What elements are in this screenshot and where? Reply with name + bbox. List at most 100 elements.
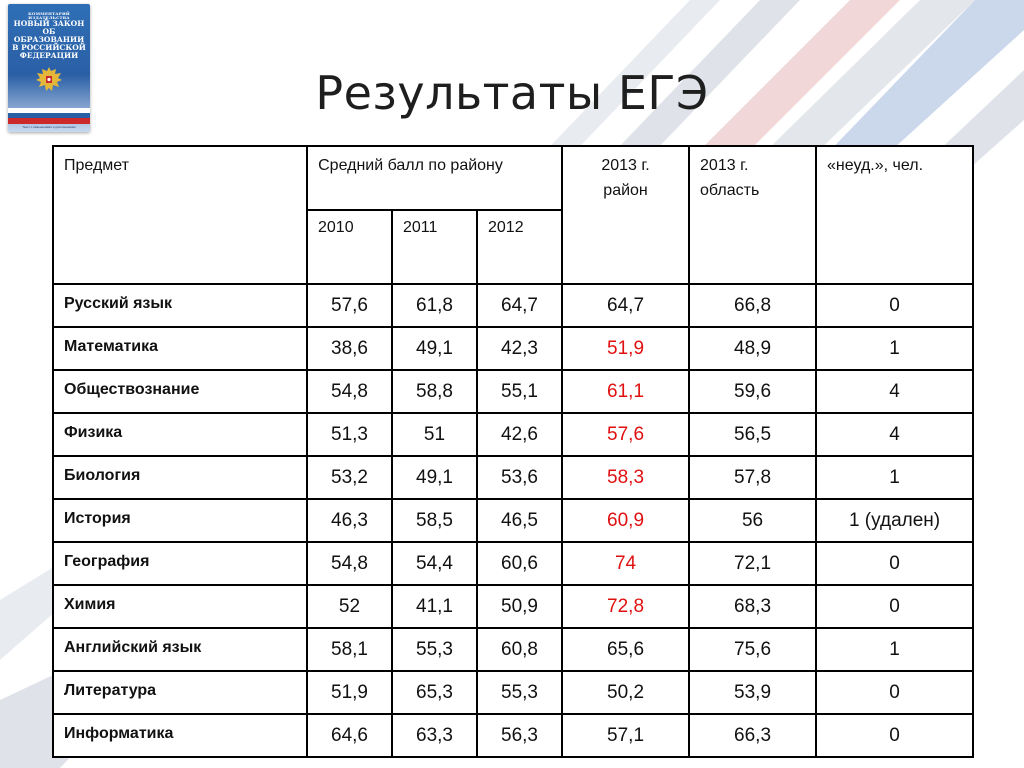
cell-subject: Русский язык [52, 283, 308, 328]
table-row: История 46,3 58,5 46,5 60,9 56 1 (удален) [52, 498, 975, 543]
law-book-cover-image: КОММЕНТАРИЙ ИЗДАТЕЛЬСТВА НОВЫЙ ЗАКОН ОБ … [8, 4, 90, 132]
page-title: Результаты ЕГЭ [315, 66, 709, 120]
cell-2012: 53,6 [475, 455, 564, 500]
table-row: Обществознание 54,8 58,8 55,1 61,1 59,6 4 [52, 369, 975, 414]
cell-failed: 0 [815, 283, 975, 328]
cell-2012: 60,8 [475, 627, 564, 672]
cell-2011: 63,3 [391, 713, 478, 758]
book-title-line: ФЕДЕРАЦИИ [19, 50, 79, 60]
cell-2010: 54,8 [306, 369, 393, 414]
header-avg-score: Средний балл по району [305, 145, 564, 211]
header-region-2013: 2013 г. область [688, 145, 818, 285]
header-year-2010: 2010 [306, 209, 393, 285]
book-flag-stripe-red [8, 118, 90, 124]
table-row: Английский язык 58,1 55,3 60,8 65,6 75,6 1 [52, 627, 975, 672]
exam-results-table: Предмет Средний балл по району 2013 г. р… [52, 145, 975, 758]
cell-district-2013: 50,2 [561, 670, 691, 715]
table-row: Физика 51,3 51 42,6 57,6 56,5 4 [52, 412, 975, 457]
table-row: Литература 51,9 65,3 55,3 50,2 53,9 0 [52, 670, 975, 715]
cell-failed: 0 [815, 670, 975, 715]
cell-region-2013: 75,6 [688, 627, 818, 672]
cell-failed: 0 [815, 541, 975, 586]
cell-2012: 42,6 [475, 412, 564, 457]
cell-failed: 4 [815, 412, 975, 457]
header-region-2013-label: 2013 г. область [700, 157, 760, 199]
cell-district-2013: 57,1 [561, 713, 691, 758]
cell-2012: 64,7 [475, 283, 564, 328]
table-row: Русский язык 57,6 61,8 64,7 64,7 66,8 0 [52, 283, 975, 328]
table-row: Математика 38,6 49,1 42,3 51,9 48,9 1 [52, 326, 975, 371]
header-subject: Предмет [52, 145, 308, 285]
header-district-2013: 2013 г. район [561, 145, 691, 285]
cell-2011: 49,1 [391, 455, 478, 500]
header-year-2011: 2011 [391, 209, 478, 285]
header-avg-score-label: Средний балл по району [318, 157, 503, 174]
cell-subject: Физика [52, 412, 308, 457]
cell-subject: Биология [52, 455, 308, 500]
cell-2010: 52 [306, 584, 393, 629]
header-year-2012: 2012 [475, 209, 564, 285]
cell-subject: Математика [52, 326, 308, 371]
cell-district-2013: 58,3 [561, 455, 691, 500]
cell-failed: 0 [815, 713, 975, 758]
book-top-text: КОММЕНТАРИЙ ИЗДАТЕЛЬСТВА [28, 11, 70, 21]
book-title-line: ОБ ОБРАЗОВАНИИ [13, 26, 85, 44]
cell-2011: 49,1 [391, 326, 478, 371]
table-row: Биология 53,2 49,1 53,6 58,3 57,8 1 [52, 455, 975, 500]
cell-region-2013: 66,3 [688, 713, 818, 758]
cell-district-2013: 51,9 [561, 326, 691, 371]
book-title-line: В РОССИЙСКОЙ [12, 42, 86, 52]
cell-2010: 46,3 [306, 498, 393, 543]
cell-region-2013: 59,6 [688, 369, 818, 414]
cell-2012: 42,3 [475, 326, 564, 371]
cell-failed: 0 [815, 584, 975, 629]
cell-2010: 51,3 [306, 412, 393, 457]
cell-2010: 51,9 [306, 670, 393, 715]
cell-2011: 65,3 [391, 670, 478, 715]
table-header: Предмет Средний балл по району 2013 г. р… [52, 145, 975, 285]
cell-region-2013: 56,5 [688, 412, 818, 457]
cell-2010: 58,1 [306, 627, 393, 672]
cell-2012: 55,1 [475, 369, 564, 414]
table-row: Химия 52 41,1 50,9 72,8 68,3 0 [52, 584, 975, 629]
cell-2011: 54,4 [391, 541, 478, 586]
cell-subject: География [52, 541, 308, 586]
cell-region-2013: 48,9 [688, 326, 818, 371]
cell-district-2013: 72,8 [561, 584, 691, 629]
cell-subject: Литература [52, 670, 308, 715]
cell-region-2013: 53,9 [688, 670, 818, 715]
cell-2011: 61,8 [391, 283, 478, 328]
cell-2011: 58,5 [391, 498, 478, 543]
cell-2010: 53,2 [306, 455, 393, 500]
cell-2012: 50,9 [475, 584, 564, 629]
cell-2010: 64,6 [306, 713, 393, 758]
cell-subject: Информатика [52, 713, 308, 758]
cell-2012: 55,3 [475, 670, 564, 715]
cell-2011: 41,1 [391, 584, 478, 629]
header-district-2013-label: 2013 г. район [601, 157, 650, 199]
cell-failed: 4 [815, 369, 975, 414]
cell-2011: 58,8 [391, 369, 478, 414]
cell-district-2013: 65,6 [561, 627, 691, 672]
header-years-row: 2010 2011 2012 [53, 209, 973, 285]
book-footer-text: Текст с изменениями и дополнениями [22, 125, 76, 129]
cell-2011: 51 [391, 412, 478, 457]
cell-region-2013: 56 [688, 498, 818, 543]
cell-district-2013: 57,6 [561, 412, 691, 457]
table-row: География 54,8 54,4 60,6 74 72,1 0 [52, 541, 975, 586]
cell-failed: 1 [815, 455, 975, 500]
book-flag-stripe-white [8, 108, 90, 113]
cell-2010: 38,6 [306, 326, 393, 371]
book-title: НОВЫЙ ЗАКОН ОБ ОБРАЗОВАНИИ В РОССИЙСКОЙ … [12, 20, 86, 59]
cell-subject: Английский язык [52, 627, 308, 672]
cell-region-2013: 72,1 [688, 541, 818, 586]
cell-district-2013: 74 [561, 541, 691, 586]
book-flag-stripe-blue [8, 113, 90, 118]
cell-failed: 1 [815, 627, 975, 672]
cell-2010: 54,8 [306, 541, 393, 586]
header-row: Предмет Средний балл по району 2013 г. р… [52, 145, 975, 285]
cell-district-2013: 60,9 [561, 498, 691, 543]
cell-2011: 55,3 [391, 627, 478, 672]
cell-region-2013: 66,8 [688, 283, 818, 328]
cell-district-2013: 61,1 [561, 369, 691, 414]
